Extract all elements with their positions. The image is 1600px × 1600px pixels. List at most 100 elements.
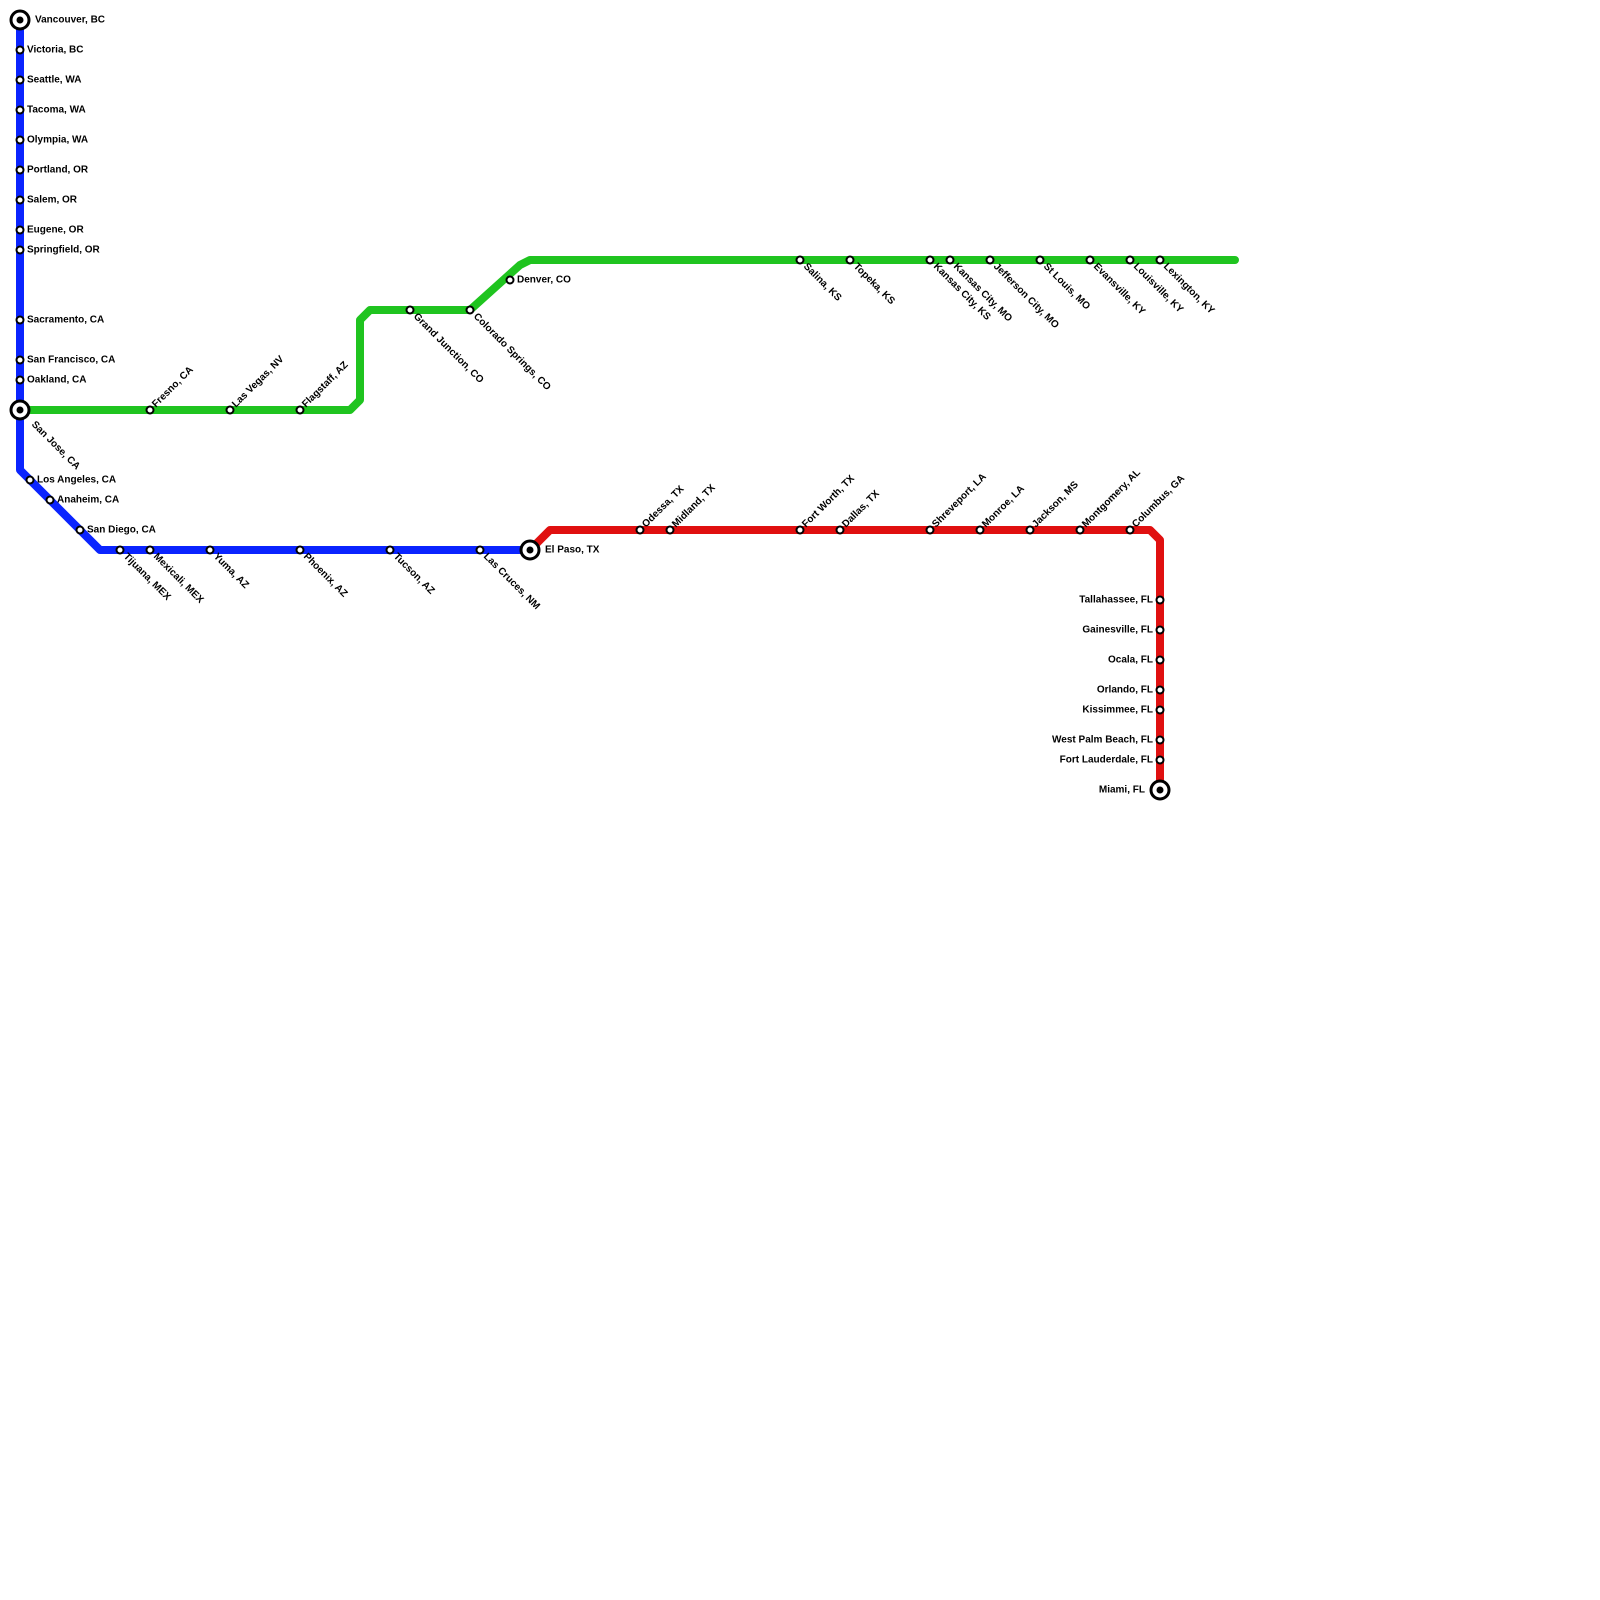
station: [225, 405, 235, 415]
station: [475, 545, 485, 555]
station: [15, 245, 25, 255]
station: [15, 135, 25, 145]
station-label: Columbus, GA: [1130, 473, 1187, 530]
station-label: St Louis, MO: [1041, 261, 1092, 312]
station-label: Miami, FL: [1099, 785, 1145, 796]
station: [145, 405, 155, 415]
station-label: Salem, OR: [27, 195, 78, 206]
station: [835, 525, 845, 535]
station: [1075, 525, 1085, 535]
station-label: Tallahassee, FL: [1079, 595, 1153, 606]
station: [1125, 255, 1135, 265]
station: [25, 475, 35, 485]
station-label: Flagstaff, AZ: [300, 360, 350, 410]
station: [1155, 735, 1165, 745]
station-label: Las Vegas, NV: [230, 354, 286, 410]
station: [15, 195, 25, 205]
station-label: Eugene, OR: [27, 225, 84, 236]
station: [1155, 655, 1165, 665]
station: [75, 525, 85, 535]
station-label: Gainesville, FL: [1082, 625, 1153, 636]
station: [15, 315, 25, 325]
station-label: West Palm Beach, FL: [1052, 735, 1153, 746]
station: [1155, 255, 1165, 265]
station: [1125, 525, 1135, 535]
station-label: Springfield, OR: [27, 245, 101, 256]
station-label: Salina, KS: [801, 261, 844, 304]
station-label: Fort Lauderdale, FL: [1060, 755, 1153, 766]
station: [295, 545, 305, 555]
station: [795, 525, 805, 535]
red-line: [526, 526, 1164, 794]
station-label: San Francisco, CA: [27, 355, 115, 366]
station-label: Orlando, FL: [1097, 685, 1153, 696]
interchange-dot: [1156, 786, 1164, 794]
station-label: Anaheim, CA: [57, 495, 119, 506]
station-label: Dallas, TX: [840, 488, 882, 530]
station-label: Los Angeles, CA: [37, 475, 116, 486]
station: [975, 525, 985, 535]
station: [15, 45, 25, 55]
interchange-dot: [16, 16, 24, 24]
station: [635, 525, 645, 535]
station: [925, 255, 935, 265]
station: [985, 255, 995, 265]
station: [145, 545, 155, 555]
station-label: Portland, OR: [27, 165, 89, 176]
station-label: Colorado Springs, CO: [471, 311, 553, 393]
station: [1155, 685, 1165, 695]
station-label: Tucson, AZ: [391, 551, 436, 596]
station-label: Tacoma, WA: [27, 105, 86, 116]
interchange-dot: [526, 546, 534, 554]
station: [1155, 625, 1165, 635]
station: [845, 255, 855, 265]
station: [1085, 255, 1095, 265]
station-label: Topeka, KS: [851, 261, 897, 307]
station-label: Las Cruces, NM: [481, 551, 542, 612]
station-label: Yuma, AZ: [211, 551, 251, 591]
station-label: San Jose, CA: [29, 419, 82, 472]
station-label: Mexicali, MEX: [151, 551, 206, 606]
station: [1155, 595, 1165, 605]
station-label: Sacramento, CA: [27, 315, 104, 326]
station-label: San Diego, CA: [87, 525, 156, 536]
station: [15, 225, 25, 235]
station: [15, 75, 25, 85]
station-label: Monroe, LA: [980, 483, 1027, 530]
station: [665, 525, 675, 535]
station: [115, 545, 125, 555]
station: [1155, 755, 1165, 765]
station-label: Phoenix, AZ: [301, 551, 349, 599]
station: [945, 255, 955, 265]
station-label: Kissimmee, FL: [1082, 705, 1153, 716]
station-label: Denver, CO: [517, 275, 571, 286]
station: [1155, 705, 1165, 715]
station-label: Lexington, KY: [1161, 261, 1217, 317]
station-label: Oakland, CA: [27, 375, 86, 386]
station-label: Vancouver, BC: [35, 15, 105, 26]
station: [15, 355, 25, 365]
station: [15, 375, 25, 385]
station: [465, 305, 475, 315]
green-line: [16, 256, 1239, 414]
station: [295, 405, 305, 415]
station: [15, 105, 25, 115]
station-label: Ocala, FL: [1108, 655, 1153, 666]
station: [1025, 525, 1035, 535]
station: [15, 165, 25, 175]
station: [385, 545, 395, 555]
station: [795, 255, 805, 265]
interchange-dot: [16, 406, 24, 414]
station-label: Fresno, CA: [150, 364, 195, 409]
station: [45, 495, 55, 505]
station: [205, 545, 215, 555]
station: [505, 275, 515, 285]
station-label: El Paso, TX: [545, 545, 600, 556]
station: [1035, 255, 1045, 265]
blue-line: [16, 16, 534, 554]
station-label: Seattle, WA: [27, 75, 81, 86]
station: [925, 525, 935, 535]
station: [405, 305, 415, 315]
station-label: Jackson, MS: [1030, 479, 1081, 530]
